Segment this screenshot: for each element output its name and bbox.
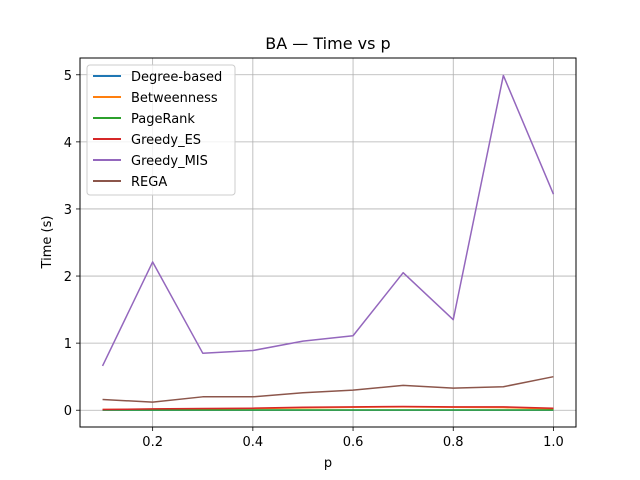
x-tick-label: 0.8 bbox=[443, 435, 464, 450]
legend-label-rega: REGA bbox=[131, 175, 167, 190]
legend-label-pagerank: PageRank bbox=[131, 112, 195, 127]
y-tick-label: 5 bbox=[64, 69, 72, 84]
x-tick-label: 0.2 bbox=[142, 435, 163, 450]
y-tick-label: 3 bbox=[64, 203, 72, 218]
y-tick-label: 4 bbox=[64, 136, 72, 151]
series-line-greedy-mis bbox=[101, 74, 555, 367]
x-axis-label: p bbox=[324, 456, 332, 471]
y-tick-label: 2 bbox=[64, 270, 72, 285]
chart-title: BA — Time vs p bbox=[265, 34, 390, 53]
legend-label-betweenness: Betweenness bbox=[131, 91, 218, 106]
legend: Degree-based Betweenness PageRank Greedy_ES… bbox=[86, 64, 236, 196]
plot-area-frame bbox=[79, 57, 577, 428]
x-tick-label: 0.4 bbox=[243, 435, 264, 450]
grid-layer bbox=[80, 58, 576, 427]
legend-box bbox=[86, 64, 236, 196]
series-layer bbox=[101, 74, 555, 411]
x-tick-label: 0.6 bbox=[343, 435, 364, 450]
y-axis-label: Time (s) bbox=[40, 216, 55, 270]
legend-label-degree-based: Degree-based bbox=[131, 70, 222, 85]
tick-layer: 0.2 0.4 0.6 0.8 1.0 0 1 2 3 4 5 bbox=[64, 69, 564, 450]
legend-label-greedy-mis: Greedy_MIS bbox=[131, 154, 208, 169]
y-tick-label: 1 bbox=[64, 337, 72, 352]
series-line-rega bbox=[102, 375, 554, 403]
legend-label-greedy-es: Greedy_ES bbox=[131, 133, 201, 148]
y-tick-label: 0 bbox=[64, 404, 72, 419]
x-tick-label: 1.0 bbox=[543, 435, 564, 450]
series-line-greedy-es bbox=[102, 405, 554, 411]
